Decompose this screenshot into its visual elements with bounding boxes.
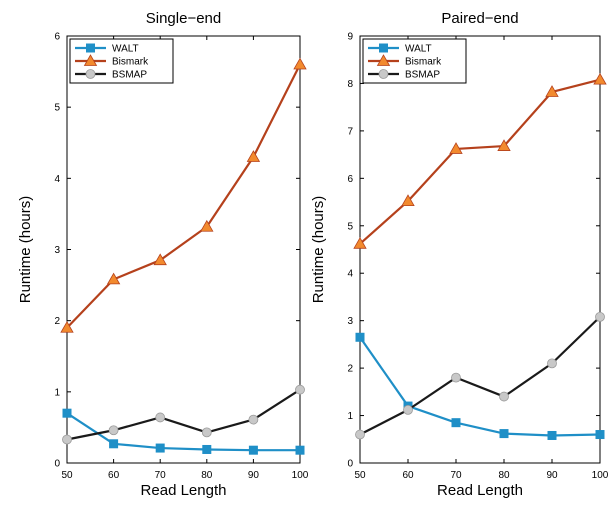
single-end-bismark-point [293, 57, 307, 70]
single-end-bsmap-point [62, 434, 72, 445]
paired-end-bsmap-point [595, 311, 605, 322]
paired-end-x-tick-label: 60 [402, 470, 414, 481]
single-end-walt-point [109, 439, 119, 449]
single-end-bismark-point [153, 253, 167, 266]
paired-end-chart: 50 60 70 80 90 100 0 1 2 3 4 5 6 7 8 9 Paired−end Read Le… [310, 10, 609, 499]
paired-end-x-tick-label: 90 [546, 470, 558, 481]
paired-end-y-tick-label: 1 [347, 411, 353, 422]
paired-end-x-axis-label: Read Length [437, 482, 523, 499]
paired-end-x-tick-label: 80 [498, 470, 510, 481]
single-end-walt-point [62, 408, 72, 418]
single-end-x-tick-label: 90 [248, 470, 260, 481]
single-end-legend-walt-marker [86, 43, 95, 53]
single-end-walt-point [202, 444, 212, 454]
single-end-legend-bsmap-label: BSMAP [112, 70, 147, 81]
single-end-bismark-point [106, 272, 121, 285]
paired-end-y-tick-label: 3 [347, 316, 353, 327]
paired-end-y-axis-label: Runtime (hours) [310, 196, 327, 304]
single-end-legend-bsmap-marker [85, 69, 96, 79]
paired-end-y-tick-label: 6 [347, 174, 353, 185]
paired-end-x-tick-label: 100 [592, 470, 609, 481]
single-end-title: Single−end [146, 10, 221, 27]
paired-end-legend-bsmap-marker [378, 69, 389, 79]
paired-end-y-tick-label: 8 [347, 79, 353, 90]
single-end-bismark-point [60, 320, 74, 333]
single-end-walt-point [155, 443, 165, 453]
paired-end-y-tick-label: 0 [347, 459, 353, 470]
single-end-bsmap-point [248, 414, 259, 425]
paired-end-bismark-point [497, 139, 511, 151]
paired-end-walt-point [451, 418, 461, 428]
single-end-y-tick-label: 5 [54, 103, 60, 114]
single-end-x-axis-label: Read Length [141, 482, 227, 499]
paired-end-walt-point [499, 429, 509, 439]
paired-end-legend-bismark-label: Bismark [405, 57, 442, 68]
paired-end-bismark-point [449, 142, 463, 154]
single-end-walt-point [295, 445, 305, 455]
single-end-legend-walt-label: WALT [112, 44, 139, 55]
single-end-bsmap-point [295, 384, 305, 395]
single-end-y-tick-label: 1 [54, 387, 60, 398]
paired-end-y-tick-label: 5 [347, 221, 353, 232]
single-end-walt-line [66, 412, 300, 452]
paired-end-walt-point [595, 430, 605, 440]
paired-end-legend-walt-marker [379, 43, 388, 53]
single-end-x-tick-label: 100 [292, 470, 309, 481]
paired-end-y-tick-label: 2 [347, 364, 353, 375]
single-end-bismark-point [246, 150, 261, 162]
single-end-bsmap-point [201, 427, 212, 438]
single-end-y-tick-label: 4 [54, 174, 60, 185]
paired-end-x-tick-label: 50 [354, 470, 366, 481]
single-end-x-tick-label: 50 [61, 470, 73, 481]
single-end-bsmap-point [108, 425, 119, 436]
single-end-bsmap-point [155, 412, 166, 423]
single-end-x-tick-label: 70 [155, 470, 167, 481]
single-end-chart: 50 60 70 80 90 100 0 1 2 3 4 5 6 Single−end Read Lengt… [17, 10, 309, 499]
single-end-legend-bismark-label: Bismark [112, 57, 149, 68]
single-end-x-tick-label: 80 [201, 470, 213, 481]
paired-end-bsmap-line [359, 316, 601, 436]
single-end-bismark-line [66, 63, 301, 329]
paired-end-plot-frame [359, 35, 601, 464]
paired-end-bismark-point [545, 85, 559, 97]
paired-end-bismark-point [353, 237, 367, 249]
paired-end-walt-point [547, 430, 557, 440]
paired-end-bsmap-point [499, 391, 509, 402]
paired-end-bismark-point [401, 194, 415, 207]
paired-end-x-tick-label: 70 [450, 470, 462, 481]
paired-end-legend-walt-label: WALT [405, 44, 432, 55]
paired-end-y-tick-label: 4 [347, 269, 353, 280]
paired-end-bsmap-point [403, 404, 413, 415]
single-end-plot-frame [66, 35, 301, 464]
paired-end-bsmap-point [547, 358, 557, 369]
paired-end-walt-point [355, 332, 365, 342]
paired-end-bsmap-point [355, 429, 365, 440]
single-end-y-tick-label: 3 [54, 245, 60, 256]
single-end-legend-bismark-marker [83, 54, 98, 66]
paired-end-title: Paired−end [441, 10, 518, 27]
paired-end-walt-line [359, 336, 601, 437]
paired-end-y-tick-label: 7 [347, 126, 353, 137]
single-end-bsmap-line [66, 388, 301, 441]
single-end-y-tick-label: 0 [54, 459, 60, 470]
paired-end-bsmap-point [451, 372, 461, 383]
paired-end-legend-bsmap-label: BSMAP [405, 70, 440, 81]
single-end-y-tick-label: 6 [54, 32, 60, 43]
paired-end-bismark-point [593, 72, 607, 85]
paired-end-legend-bismark-marker [376, 54, 391, 66]
paired-end-y-tick-label: 9 [347, 32, 353, 43]
single-end-x-tick-label: 60 [108, 470, 120, 481]
single-end-y-tick-label: 2 [54, 316, 60, 327]
single-end-y-axis-label: Runtime (hours) [17, 196, 34, 304]
single-end-walt-point [248, 445, 258, 455]
paired-end-bismark-line [359, 78, 601, 245]
single-end-bismark-point [200, 219, 214, 232]
